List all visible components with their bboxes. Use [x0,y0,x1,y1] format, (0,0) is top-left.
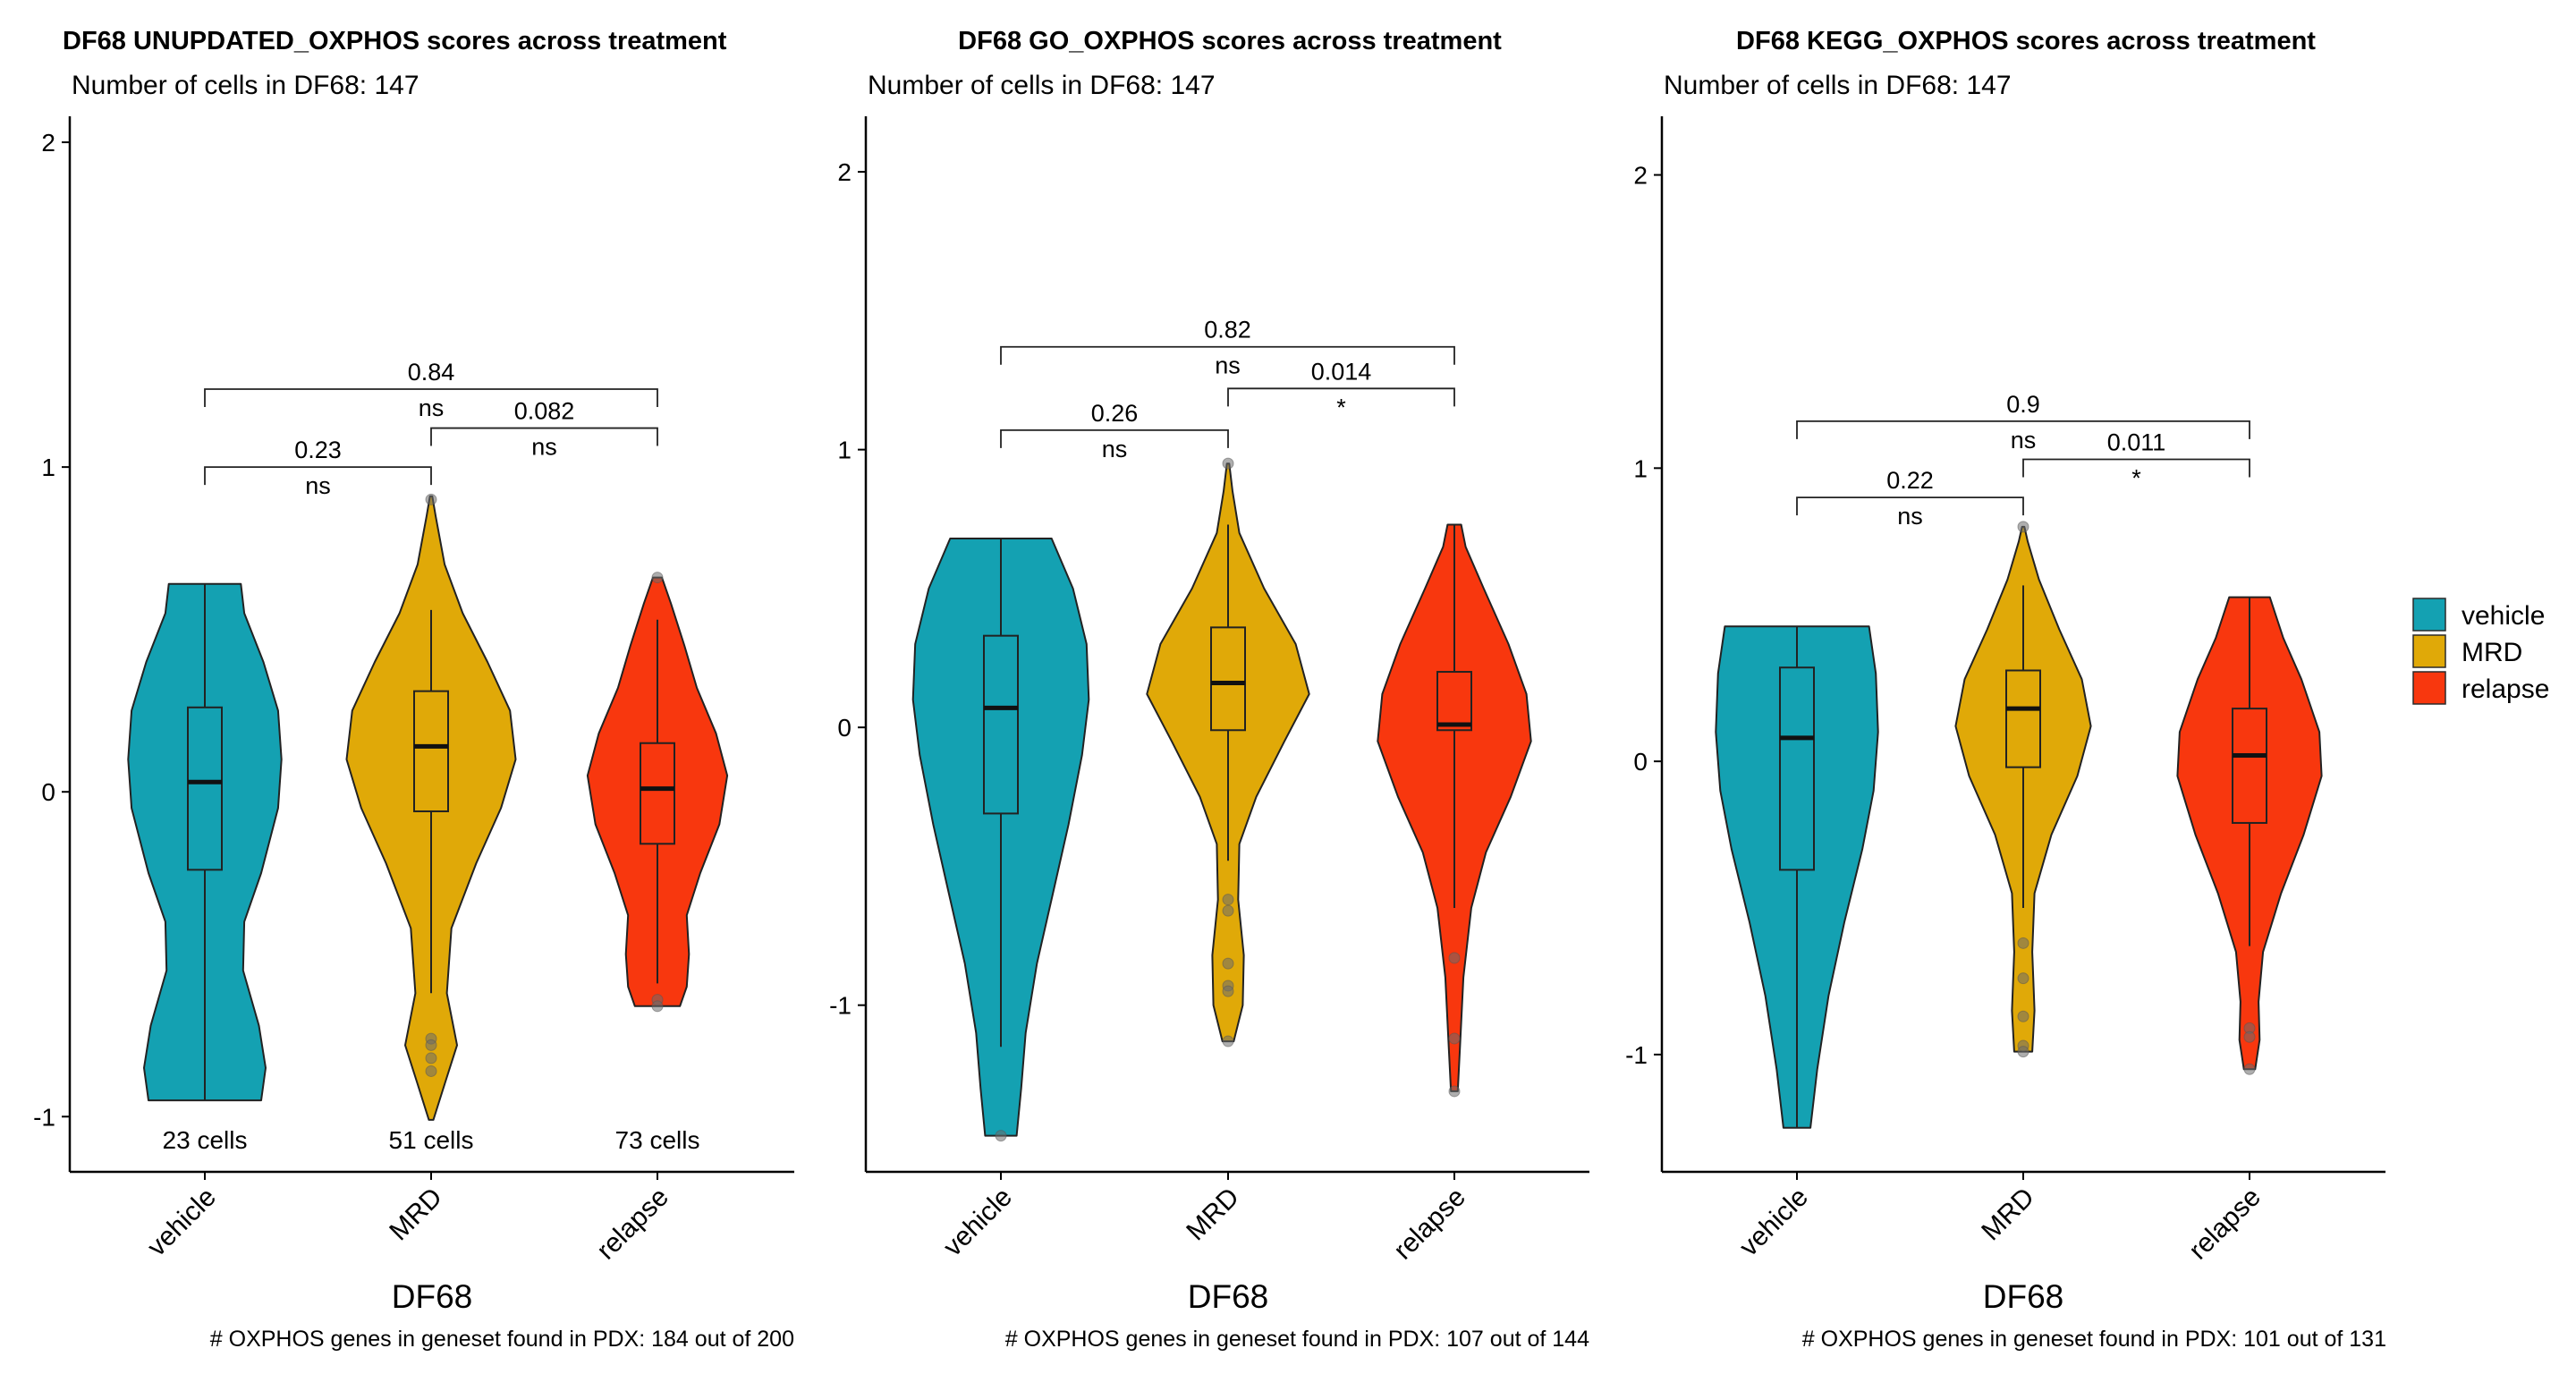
box-vehicle [983,634,1019,815]
x-axis-title: DF68 [392,1278,472,1315]
panel-title: DF68 GO_OXPHOS scores across treatment [958,27,1502,55]
y-tick-label: -1 [33,1103,55,1131]
p-value-label: 0.26 [1091,400,1139,427]
panel-subtitle: Number of cells in DF68: 147 [868,71,1216,100]
significance-label: ns [531,434,557,461]
comparison-bracket [1000,345,1455,365]
outlier-point [1222,457,1234,470]
cell-count-label: 51 cells [389,1126,474,1154]
significance-label: * [1336,394,1346,420]
p-value-label: 0.011 [2107,429,2166,456]
panel-title: DF68 UNUPDATED_OXPHOS scores across trea… [63,27,727,55]
significance-label: ns [1215,352,1241,379]
comparison-bracket [204,388,658,407]
y-tick-label: 0 [837,714,852,742]
y-tick-label: 1 [1633,454,1648,482]
significance-label: ns [419,394,445,421]
significance-label: ns [1897,503,1923,530]
comparison-bracket [1796,496,2024,516]
significance-label: * [2131,465,2141,492]
cell-count-label: 23 cells [163,1126,248,1154]
outlier-point [2017,521,2029,533]
outlier-point [1222,894,1234,906]
box-vehicle [1779,666,1815,871]
panel-subtitle: Number of cells in DF68: 147 [1664,71,2012,100]
outlier-point [2017,972,2029,985]
y-tick-label: 2 [837,158,852,186]
outlier-point [651,572,664,584]
significance-label: ns [2011,427,2037,454]
box-relapse [2232,708,2267,824]
x-axis-title: DF68 [1983,1278,2063,1315]
outlier-point [1448,1085,1461,1098]
panel-caption: # OXPHOS genes in geneset found in PDX: … [210,1327,794,1352]
outlier-point [2017,1046,2029,1058]
box-relapse [640,742,675,845]
outlier-point [1222,904,1234,917]
outlier-point [425,493,437,505]
panel-caption: # OXPHOS genes in geneset found in PDX: … [1802,1327,2386,1352]
significance-label: ns [1102,436,1128,462]
y-tick-label: 0 [1633,748,1648,776]
outlier-point [651,1000,664,1013]
outlier-point [2243,1063,2256,1075]
box-vehicle [187,706,223,871]
significance-label: ns [305,472,331,499]
outlier-point [425,1064,437,1077]
violin-vehicle [127,582,283,1102]
y-tick-label: -1 [829,992,852,1020]
legend-label-vehicle: vehicle [2462,601,2545,631]
p-value-label: 0.9 [2006,391,2040,418]
p-value-label: 0.82 [1204,317,1251,344]
legend-label-relapse: relapse [2462,674,2549,704]
x-axis-title: DF68 [1188,1278,1268,1315]
legend-swatch-mrd [2412,634,2446,668]
comparison-bracket [1796,420,2250,439]
comparison-bracket [1227,387,1455,407]
outlier-point [1448,952,1461,964]
comparison-bracket [204,466,432,486]
box-relapse [1436,671,1472,732]
panel-caption: # OXPHOS genes in geneset found in PDX: … [1005,1327,1589,1352]
comparison-bracket [430,427,658,446]
panel-go-oxphos: DF68 GO_OXPHOS scores across treatment N… [829,27,1589,1352]
p-value-label: 0.22 [1886,467,1934,494]
p-value-label: 0.23 [294,437,342,463]
legend-swatch-relapse [2412,671,2446,705]
outlier-point [2243,1030,2256,1043]
outlier-point [1222,1035,1234,1047]
legend-swatch-vehicle [2412,598,2446,632]
comparison-bracket [2022,458,2250,478]
y-tick-label: 2 [41,129,55,157]
cell-count-label: 73 cells [615,1126,700,1154]
p-value-label: 0.84 [408,359,455,386]
p-value-label: 0.014 [1311,358,1372,385]
outlier-point [995,1130,1007,1142]
outlier-point [1222,985,1234,997]
outlier-point [1222,957,1234,970]
legend: vehicle MRD relapse [2412,598,2549,705]
y-tick-label: 0 [41,778,55,806]
outlier-point [425,1039,437,1051]
legend-label-mrd: MRD [2462,638,2522,667]
outlier-point [425,1052,437,1064]
box-mrd [1210,626,1246,732]
y-tick-label: 1 [837,437,852,464]
panel-title: DF68 KEGG_OXPHOS scores across treatment [1736,27,2316,55]
comparison-bracket [1000,428,1229,448]
outlier-point [1448,1032,1461,1045]
y-tick-label: 1 [41,454,55,481]
outlier-point [2017,937,2029,949]
box-mrd [413,690,449,812]
p-value-label: 0.082 [514,398,575,425]
panel-subtitle: Number of cells in DF68: 147 [72,71,419,100]
box-mrd [2005,669,2041,768]
outlier-point [2017,1010,2029,1022]
y-tick-label: -1 [1625,1041,1648,1069]
y-tick-label: 2 [1633,162,1648,190]
